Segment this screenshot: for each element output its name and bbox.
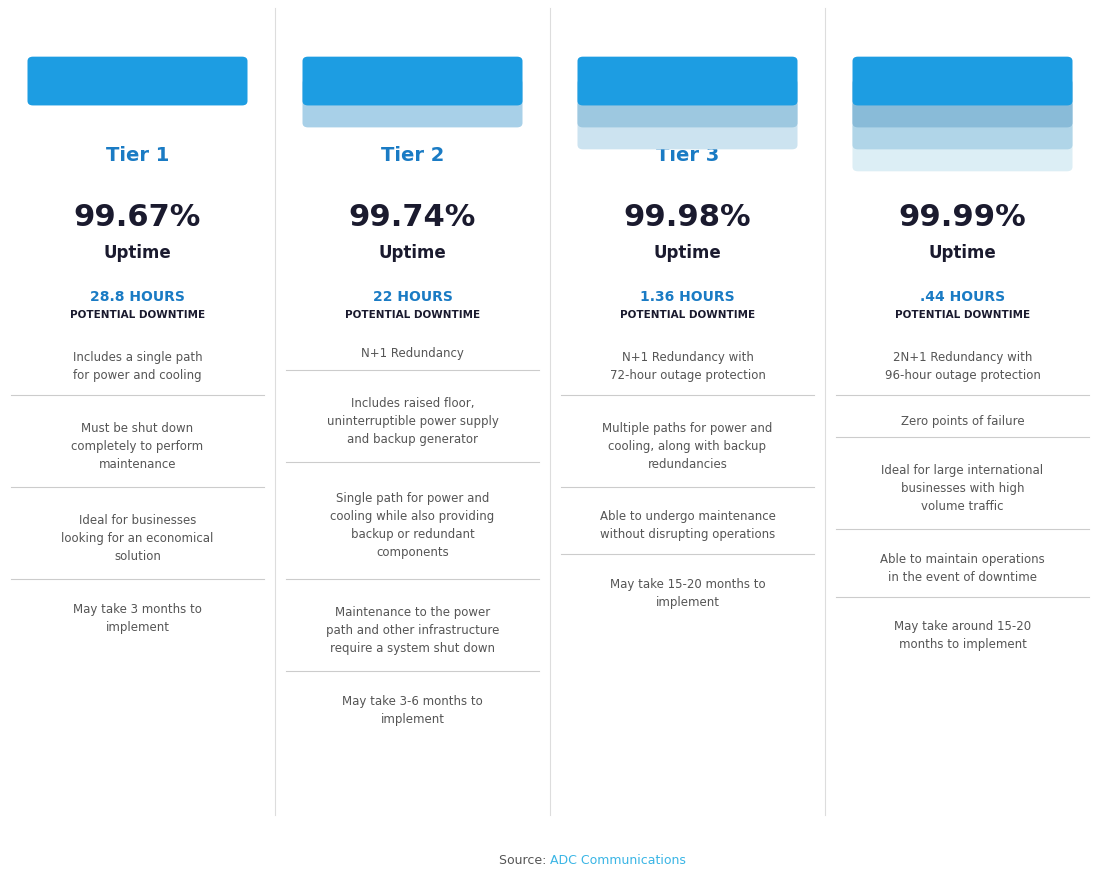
Text: Includes a single path
for power and cooling: Includes a single path for power and coo…	[73, 351, 202, 381]
Text: 2N+1 Redundancy with
96-hour outage protection: 2N+1 Redundancy with 96-hour outage prot…	[884, 351, 1041, 381]
FancyBboxPatch shape	[28, 58, 248, 106]
Text: 28.8 HOURS: 28.8 HOURS	[90, 290, 185, 304]
Text: May take 3-6 months to
implement: May take 3-6 months to implement	[342, 695, 483, 725]
Text: Able to maintain operations
in the event of downtime: Able to maintain operations in the event…	[880, 553, 1045, 583]
Text: 22 HOURS: 22 HOURS	[373, 290, 452, 304]
FancyBboxPatch shape	[852, 58, 1072, 106]
FancyBboxPatch shape	[578, 58, 798, 106]
Text: 99.99%: 99.99%	[899, 203, 1026, 231]
Text: 99.98%: 99.98%	[624, 203, 751, 231]
Text: Uptime: Uptime	[103, 244, 172, 261]
FancyBboxPatch shape	[852, 102, 1072, 151]
Text: 99.74%: 99.74%	[349, 203, 476, 231]
Text: Must be shut down
completely to perform
maintenance: Must be shut down completely to perform …	[72, 421, 204, 470]
Text: Zero points of failure: Zero points of failure	[901, 415, 1024, 427]
Text: Single path for power and
cooling while also providing
backup or redundant
compo: Single path for power and cooling while …	[330, 492, 495, 559]
Text: Uptime: Uptime	[653, 244, 722, 261]
Text: 1.36 HOURS: 1.36 HOURS	[640, 290, 735, 304]
Text: May take 15-20 months to
implement: May take 15-20 months to implement	[609, 578, 766, 608]
Text: May take around 15-20
months to implement: May take around 15-20 months to implemen…	[894, 620, 1031, 650]
Text: POTENTIAL DOWNTIME: POTENTIAL DOWNTIME	[895, 309, 1030, 320]
Text: Uptime: Uptime	[928, 244, 997, 261]
FancyBboxPatch shape	[852, 123, 1072, 172]
Text: Tier 3: Tier 3	[656, 145, 719, 165]
Text: Uptime: Uptime	[378, 244, 447, 261]
Text: POTENTIAL DOWNTIME: POTENTIAL DOWNTIME	[70, 309, 205, 320]
Text: POTENTIAL DOWNTIME: POTENTIAL DOWNTIME	[345, 309, 480, 320]
Text: Tier 1: Tier 1	[106, 145, 169, 165]
Text: N+1 Redundancy with
72-hour outage protection: N+1 Redundancy with 72-hour outage prote…	[609, 351, 766, 381]
Text: .44 HOURS: .44 HOURS	[920, 290, 1005, 304]
Text: POTENTIAL DOWNTIME: POTENTIAL DOWNTIME	[620, 309, 755, 320]
Text: Multiple paths for power and
cooling, along with backup
redundancies: Multiple paths for power and cooling, al…	[603, 421, 772, 470]
Text: Ideal for large international
businesses with high
volume traffic: Ideal for large international businesses…	[881, 463, 1044, 513]
FancyBboxPatch shape	[302, 58, 522, 106]
Text: Includes raised floor,
uninterruptible power supply
and backup generator: Includes raised floor, uninterruptible p…	[327, 396, 498, 446]
FancyBboxPatch shape	[578, 102, 798, 151]
Text: 99.67%: 99.67%	[74, 203, 201, 231]
FancyBboxPatch shape	[578, 80, 798, 128]
FancyBboxPatch shape	[852, 80, 1072, 128]
Text: N+1 Redundancy: N+1 Redundancy	[361, 347, 464, 360]
Text: May take 3 months to
implement: May take 3 months to implement	[73, 602, 202, 633]
Text: Maintenance to the power
path and other infrastructure
require a system shut dow: Maintenance to the power path and other …	[326, 605, 499, 655]
Text: Tier 2: Tier 2	[381, 145, 444, 165]
Text: Source:: Source:	[498, 853, 550, 866]
Text: ADC Communications: ADC Communications	[550, 853, 686, 866]
FancyBboxPatch shape	[302, 80, 522, 128]
Text: Ideal for businesses
looking for an economical
solution: Ideal for businesses looking for an econ…	[62, 513, 213, 563]
Text: Tier 4: Tier 4	[931, 145, 994, 165]
Text: Able to undergo maintenance
without disrupting operations: Able to undergo maintenance without disr…	[600, 510, 775, 540]
